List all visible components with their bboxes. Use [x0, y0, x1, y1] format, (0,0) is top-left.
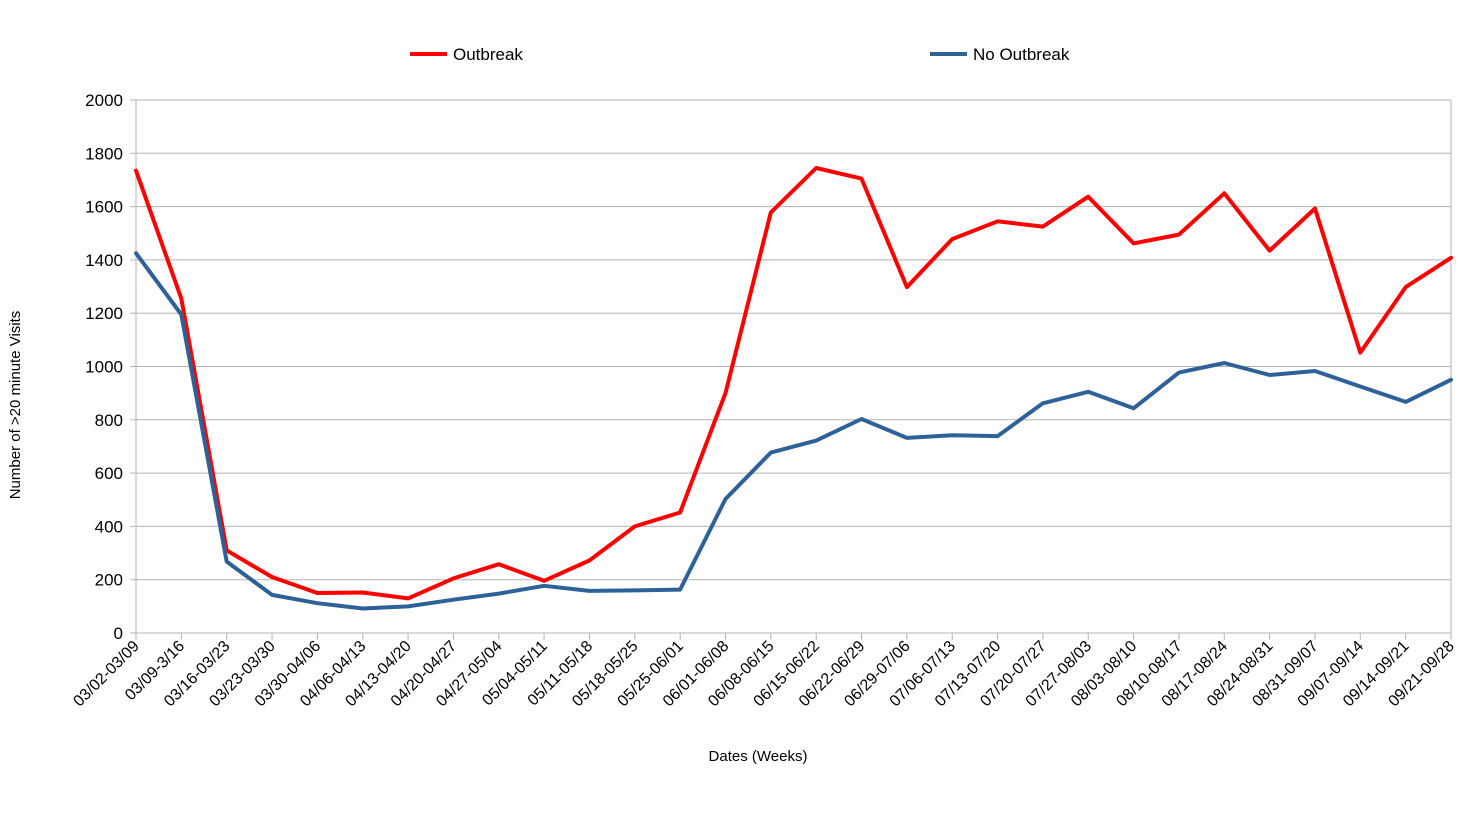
legend: Outbreak No Outbreak: [410, 45, 1070, 64]
y-tick-label: 200: [95, 571, 123, 590]
x-axis-title: Dates (Weeks): [709, 748, 808, 765]
y-tick-label: 400: [95, 517, 123, 536]
y-tick-label: 1600: [85, 198, 123, 217]
y-tick-label: 1400: [85, 251, 123, 270]
y-tick-label: 600: [95, 464, 123, 483]
y-axis-ticks: 0 200 400 600 800 1000 1200 1400 1600 1800 2000: [85, 91, 136, 643]
series-line-outbreak: [134, 166, 1453, 601]
y-tick-label: 800: [95, 411, 123, 430]
x-axis-ticks: 03/02-03/0903/09-3/1603/16-03/2303/23-03…: [70, 633, 1458, 710]
y-tick-label: 1000: [85, 358, 123, 377]
series-line-no-outbreak: [134, 251, 1453, 611]
y-tick-label: 0: [114, 624, 123, 643]
y-axis-title: Number of >20 minute Visits: [7, 311, 24, 500]
y-tick-label: 1800: [85, 144, 123, 163]
legend-label: No Outbreak: [973, 45, 1070, 64]
legend-label: Outbreak: [453, 45, 523, 64]
series-lines: [134, 166, 1453, 611]
y-tick-label: 2000: [85, 91, 123, 110]
y-tick-label: 1200: [85, 304, 123, 323]
gridlines: [136, 99, 1451, 634]
